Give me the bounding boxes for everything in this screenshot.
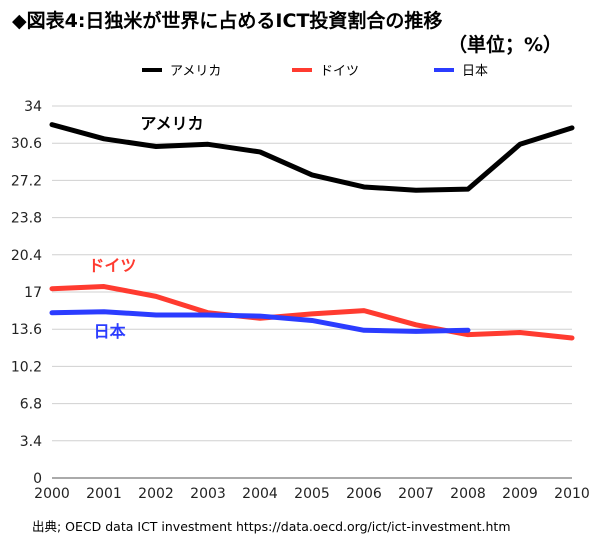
- data-point: [259, 151, 261, 153]
- series-annotation: 日本: [94, 322, 126, 341]
- data-point: [103, 311, 105, 313]
- x-tick-label: 2006: [346, 486, 382, 502]
- data-point: [363, 329, 365, 331]
- data-point: [519, 143, 521, 145]
- y-tick-label: 23.8: [11, 211, 42, 227]
- x-tick-label: 2000: [34, 486, 70, 502]
- legend-swatch-germany: [292, 67, 312, 72]
- x-tick-label: 2004: [242, 486, 278, 502]
- series-annotation: ドイツ: [88, 256, 136, 275]
- legend-swatch-usa: [142, 67, 162, 72]
- data-point: [519, 331, 521, 333]
- y-tick-label: 27.2: [11, 173, 42, 189]
- data-point: [207, 143, 209, 145]
- data-point: [571, 337, 573, 339]
- legend-item-germany: ドイツ: [292, 60, 359, 79]
- data-point: [415, 330, 417, 332]
- data-point: [467, 188, 469, 190]
- data-point: [103, 286, 105, 288]
- data-point: [363, 310, 365, 312]
- data-point: [415, 189, 417, 191]
- data-point: [155, 145, 157, 147]
- y-tick-label: 17: [24, 285, 42, 301]
- x-tick-label: 2008: [450, 486, 486, 502]
- data-point: [415, 324, 417, 326]
- data-point: [467, 329, 469, 331]
- legend-swatch-japan: [434, 67, 454, 72]
- legend-item-usa: アメリカ: [142, 60, 221, 79]
- x-tick-label: 2010: [554, 486, 590, 502]
- data-point: [155, 314, 157, 316]
- x-tick-label: 2002: [138, 486, 174, 502]
- legend: アメリカ ドイツ 日本: [0, 60, 600, 80]
- data-point: [155, 295, 157, 297]
- legend-item-japan: 日本: [434, 60, 488, 79]
- data-point: [467, 334, 469, 336]
- chart-title: ◆図表4:日独米が世界に占めるICT投資割合の推移: [12, 10, 443, 32]
- source-note: 出典; OECD data ICT investment https://dat…: [32, 519, 511, 534]
- legend-label-japan: 日本: [462, 64, 489, 79]
- y-tick-label: 0: [33, 471, 42, 487]
- y-tick-label: 13.6: [11, 322, 42, 338]
- y-tick-label: 34: [24, 99, 42, 115]
- data-point: [51, 124, 53, 126]
- y-tick-label: 30.6: [11, 136, 42, 152]
- y-tick-label: 20.4: [11, 248, 42, 264]
- x-tick-label: 2003: [190, 486, 226, 502]
- data-point: [363, 186, 365, 188]
- data-point: [103, 138, 105, 140]
- data-point: [571, 127, 573, 129]
- y-tick-label: 10.2: [11, 359, 42, 375]
- data-point: [311, 319, 313, 321]
- y-tick-label: 6.8: [20, 397, 42, 413]
- x-tick-label: 2005: [294, 486, 330, 502]
- series-annotation: アメリカ: [140, 114, 203, 133]
- data-point: [51, 288, 53, 290]
- y-tick-label: 3.4: [20, 434, 42, 450]
- data-point: [51, 312, 53, 314]
- data-point: [311, 313, 313, 315]
- data-point: [259, 315, 261, 317]
- x-tick-label: 2007: [398, 486, 434, 502]
- chart-unit: （単位；%）: [447, 34, 562, 56]
- data-point: [311, 174, 313, 176]
- x-tick-label: 2001: [86, 486, 122, 502]
- x-tick-label: 2009: [502, 486, 538, 502]
- legend-label-germany: ドイツ: [320, 64, 360, 79]
- data-point: [207, 314, 209, 316]
- legend-label-usa: アメリカ: [170, 64, 222, 79]
